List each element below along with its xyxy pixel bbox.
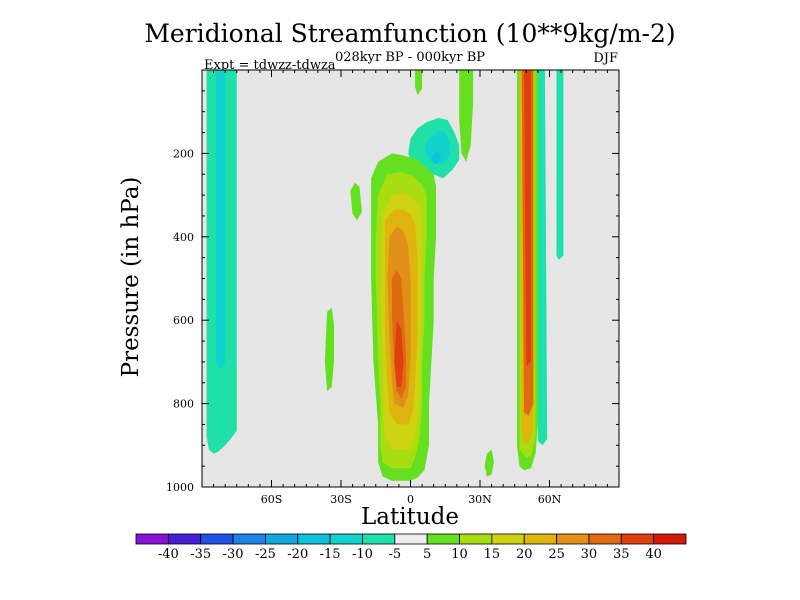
colorbar-swatch [426,533,460,545]
x-tick-label: 60S [261,493,283,506]
contour-region-green-blob-sh-upper [350,182,362,221]
x-tick-label: 30N [468,493,492,506]
colorbar-swatch [200,533,234,545]
colorbar-swatch [232,533,266,545]
x-tick-label: 0 [407,493,414,506]
y-axis-label: Pressure (in hPa) [118,177,144,378]
colorbar-swatch [167,533,202,545]
y-tick-label: 1000 [166,481,194,494]
y-tick-label: 400 [173,231,194,244]
x-tick-label: 30S [330,493,352,506]
contour-region-tropical-upper-mid [424,130,450,164]
colorbar-label: -15 [320,547,341,562]
experiment-note: Expt = tdwzz-tdwza [204,58,336,73]
x-axis-label: Latitude [361,504,459,530]
colorbar-label: -30 [223,547,244,562]
colorbar-label: -25 [255,547,276,562]
contour-region-tropical-upper-core [431,152,441,164]
colorbar-label: 10 [451,547,468,562]
colorbar-swatch [556,533,590,545]
colorbar-label: 35 [613,547,630,562]
contour-fill-layer [206,70,564,481]
x-tick-label: 60N [538,493,562,506]
colorbar-swatch [459,533,493,545]
y-tick-label: 200 [173,147,194,160]
y-tick-label: 600 [173,314,194,327]
contour-region-green-blob-nh-low [484,449,494,477]
colorbar-label: -5 [388,547,401,562]
colorbar-label: 40 [645,547,662,562]
colorbar-label: -35 [190,547,211,562]
colorbar-swatch [329,533,363,545]
colorbar-label: -20 [287,547,308,562]
colorbar-swatch [491,533,525,545]
contour-region-green-blob-polar-cap [459,70,474,162]
colorbar-swatch [523,533,557,545]
contour-region-nh-thin-cell [537,70,548,446]
colorbar-swatch [362,533,396,545]
axis-ticks: 60S 30S 0 30N 60N 200 400 600 800 1000 [166,70,619,506]
colorbar-label: 5 [423,547,431,562]
contour-region-green-blob-top [415,70,423,95]
plot-area: 60S 30S 0 30N 60N 200 400 600 800 1000 [166,69,620,506]
colorbar-swatch [135,533,169,545]
colorbar-swatch [588,533,622,545]
colorbar-swatch [653,533,687,545]
colorbar: -40 -35 -30 -25 -20 -15 -10 -5 5 10 15 20 25 30 35 40 [135,533,687,562]
colorbar-label: -40 [158,547,179,562]
colorbar-swatch [265,533,299,545]
colorbar-swatch [620,533,655,545]
colorbar-label: 30 [581,547,598,562]
chart-subtitle: 028kyr BP - 000kyr BP [335,50,485,65]
colorbar-label: 25 [548,547,565,562]
contour-region-sh-polar-core [215,70,226,371]
colorbar-label: -10 [352,547,373,562]
colorbar-label: 15 [484,547,501,562]
chart-title: Meridional Streamfunction (10**9kg/m-2) [144,19,675,48]
contour-region-nh-thin-cell-east [556,70,564,260]
y-tick-label: 800 [173,398,194,411]
season-label: DJF [593,51,618,66]
contour-region-green-blob-sh [324,307,334,392]
colorbar-label: 20 [516,547,533,562]
contour-region-hadley-core [394,320,404,387]
contour-region-nh-midlat-core [524,70,531,367]
colorbar-swatch [297,533,331,545]
colorbar-swatch [394,533,428,545]
